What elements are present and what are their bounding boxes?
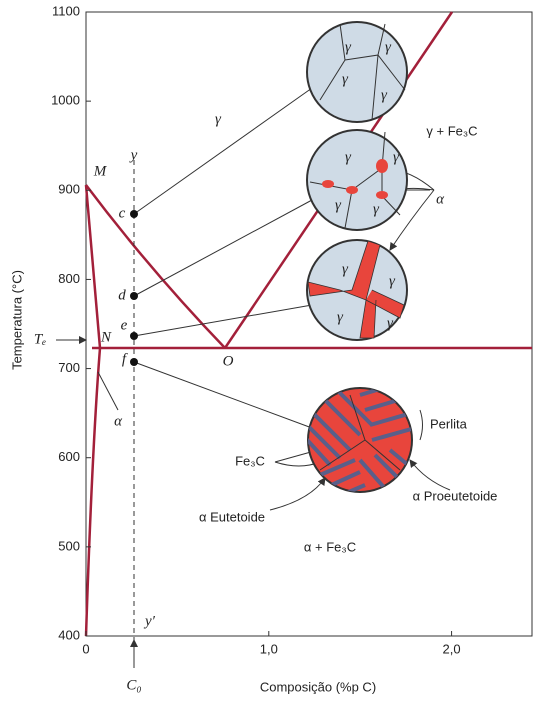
pointer [389, 189, 435, 251]
annotation: α Proeutetoide [413, 488, 498, 503]
region-label: α [114, 413, 123, 429]
y-tick-label: 400 [58, 627, 80, 642]
pointer [133, 361, 313, 429]
grain-label: γ [345, 39, 352, 55]
x-tick-label: 1,0 [260, 641, 278, 656]
section-label: y [129, 147, 138, 163]
point-label: M [93, 163, 108, 179]
point [130, 332, 138, 340]
y-tick-label: 800 [58, 271, 80, 286]
grain-label: γ [389, 273, 396, 289]
x-tick-label: 2,0 [443, 641, 461, 656]
grain-label: γ [373, 201, 380, 217]
point [130, 358, 138, 366]
grain-label: γ [342, 261, 349, 277]
section-label: C₀ [126, 677, 141, 693]
grain-label: γ [335, 197, 342, 213]
alpha-pointer [97, 371, 119, 411]
pointer [269, 477, 326, 511]
x-axis-label: Composição (%p C) [260, 679, 376, 694]
pointer-label: α [436, 191, 445, 207]
point-label: f [122, 351, 128, 367]
te-label: Tₑ [34, 331, 46, 347]
region-label: γ + Fe₃C [426, 123, 477, 138]
point [130, 210, 138, 218]
grain-label: γ [387, 315, 394, 331]
grain-label: γ [385, 39, 392, 55]
y-axis-label: Temperatura (°C) [9, 270, 24, 370]
grain-label: γ [342, 71, 349, 87]
y-tick-label: 1100 [52, 3, 80, 18]
x-tick-label: 0 [82, 641, 89, 656]
point [130, 292, 138, 300]
point-label: c [119, 205, 126, 221]
plot-frame [85, 11, 533, 637]
annotation: Fe₃C [235, 453, 265, 468]
point-label: O [223, 353, 234, 369]
y-tick-label: 500 [58, 538, 80, 553]
pointer [409, 459, 451, 491]
pointer [133, 87, 313, 215]
microstructure-proeutectoid [306, 239, 408, 341]
microstructure-gamma [306, 21, 408, 123]
grain-label: γ [337, 309, 344, 325]
region-label: γ [215, 111, 222, 127]
point-label: d [118, 287, 126, 303]
microstructure-pearlite [307, 387, 413, 493]
y-tick-label: 700 [58, 360, 80, 375]
alpha-boundary [84, 184, 102, 637]
point-label: e [121, 317, 128, 333]
y-tick-label: 600 [58, 449, 80, 464]
section-label: y′ [143, 613, 156, 629]
region-label: α + Fe₃C [304, 539, 356, 554]
grain-label: γ [393, 149, 400, 165]
pointer [133, 304, 313, 337]
pointer [133, 199, 313, 297]
annotation: Perlita [430, 416, 468, 431]
y-tick-label: 1000 [51, 93, 80, 108]
grain-label: γ [381, 87, 388, 103]
y-tick-label: 900 [58, 182, 80, 197]
a3-line [85, 184, 226, 349]
grain-label: γ [345, 149, 352, 165]
annotation: α Eutetoide [199, 509, 265, 524]
microstructure-gamma-alpha [306, 129, 408, 231]
brace [419, 409, 423, 441]
point-label: N [100, 329, 112, 345]
